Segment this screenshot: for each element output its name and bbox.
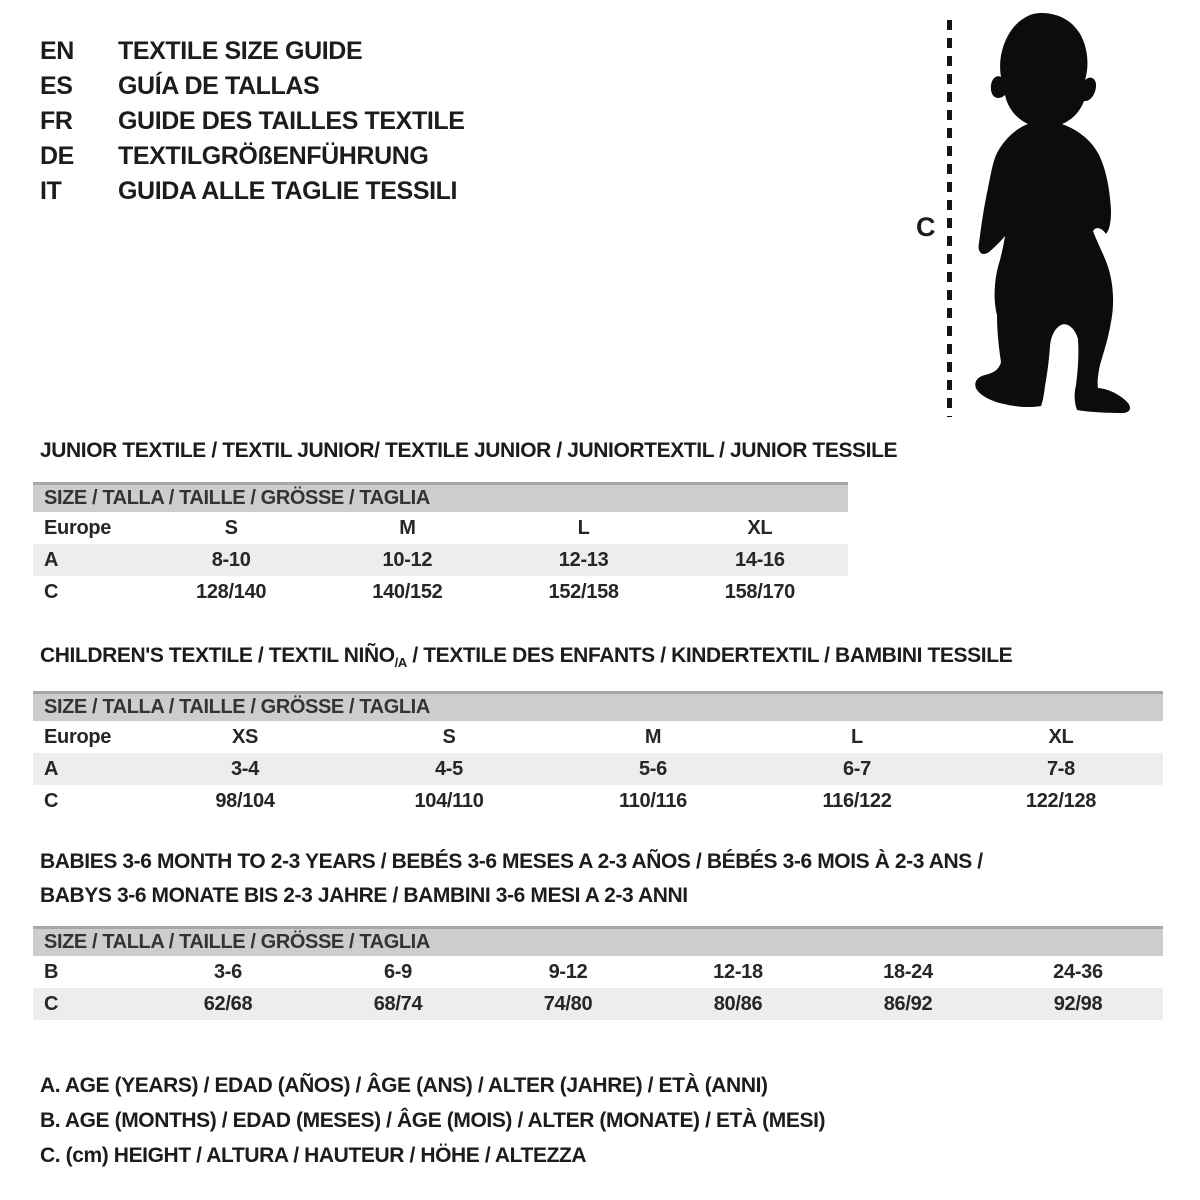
language-row: DE TEXTILGRÖßENFÜHRUNG (40, 139, 465, 174)
language-label: GUIDE DES TAILLES TEXTILE (118, 107, 465, 135)
babies-section-title: BABIES 3-6 MONTH TO 2-3 YEARS / BEBÉS 3-… (40, 845, 1100, 913)
size-table-row: C 128/140 140/152 152/158 158/170 (33, 576, 848, 608)
language-row: ES GUÍA DE TALLAS (40, 69, 465, 104)
section-title-text: CHILDREN'S TEXTILE / TEXTIL NIÑO (40, 644, 395, 667)
size-cell: 12-13 (558, 548, 609, 571)
row-label: A (44, 757, 59, 780)
size-cell: 74/80 (543, 992, 593, 1015)
size-cell: XS (231, 725, 259, 748)
size-cell: M (399, 516, 416, 539)
height-measure-label: C (916, 212, 936, 242)
row-label: Europe (44, 725, 112, 748)
language-label: GUIDA ALLE TAGLIE TESSILI (118, 177, 458, 205)
size-cell: S (224, 516, 238, 539)
size-cell: 18-24 (883, 960, 933, 983)
size-cell: 68/74 (373, 992, 423, 1015)
size-cell: 6-9 (383, 960, 412, 983)
section-title-text: / TEXTILE DES ENFANTS / KINDERTEXTIL / B… (406, 644, 1013, 667)
legend-line-age-months: B. AGE (MONTHS) / EDAD (MESES) / ÂGE (MO… (40, 1109, 826, 1132)
size-cell: 9-12 (548, 960, 588, 983)
section-title-text: BABYS 3-6 MONATE BIS 2-3 JAHRE / BAMBINI… (40, 884, 688, 907)
size-table-header: SIZE / TALLA / TAILLE / GRÖSSE / TAGLIA (33, 691, 1163, 721)
size-table-row: Europe XS S M L XL (33, 721, 1163, 753)
language-code: IT (40, 177, 62, 205)
size-cell: 4-5 (434, 757, 463, 780)
size-cell: XL (747, 516, 773, 539)
size-cell: 98/104 (215, 789, 275, 812)
size-cell: L (577, 516, 590, 539)
height-measure-dashed-line (947, 20, 952, 417)
size-table-row: A 8-10 10-12 12-13 14-16 (33, 544, 848, 576)
children-size-table: SIZE / TALLA / TAILLE / GRÖSSE / TAGLIA E… (33, 691, 1163, 817)
size-cell: 24-36 (1053, 960, 1103, 983)
language-row: EN TEXTILE SIZE GUIDE (40, 34, 465, 69)
legend-line-age-years: A. AGE (YEARS) / EDAD (AÑOS) / ÂGE (ANS)… (40, 1074, 768, 1097)
language-code: ES (40, 72, 73, 100)
junior-section-title: JUNIOR TEXTILE / TEXTIL JUNIOR/ TEXTILE … (40, 434, 940, 468)
toddler-silhouette-icon (975, 13, 1130, 413)
language-label: TEXTILE SIZE GUIDE (118, 37, 363, 65)
size-cell: L (851, 725, 863, 748)
size-cell: 140/152 (372, 580, 443, 603)
language-code: EN (40, 37, 74, 65)
babies-size-table: SIZE / TALLA / TAILLE / GRÖSSE / TAGLIA B… (33, 926, 1163, 1020)
size-cell: 152/158 (548, 580, 620, 603)
language-code: DE (40, 142, 74, 170)
size-cell: 128/140 (196, 580, 267, 603)
language-label: GUÍA DE TALLAS (118, 72, 320, 100)
section-title-line: BABYS 3-6 MONATE BIS 2-3 JAHRE / BAMBINI… (40, 879, 1100, 913)
section-title-text: JUNIOR TEXTILE / TEXTIL JUNIOR/ TEXTILE … (40, 439, 898, 462)
language-list: EN TEXTILE SIZE GUIDE ES GUÍA DE TALLAS FR GU… (40, 34, 465, 209)
language-label: TEXTILGRÖßENFÜHRUNG (118, 142, 429, 170)
size-cell: 14-16 (735, 548, 785, 571)
row-label: B (44, 960, 59, 983)
size-cell: 7-8 (1046, 757, 1075, 780)
size-cell: 86/92 (883, 992, 933, 1015)
size-cell: 110/116 (619, 789, 687, 812)
size-cell: 122/128 (1025, 789, 1097, 812)
size-cell: 116/122 (822, 789, 892, 812)
row-label: Europe (44, 516, 112, 539)
junior-size-table: SIZE / TALLA / TAILLE / GRÖSSE / TAGLIA E… (33, 482, 848, 608)
row-label: C (44, 580, 59, 603)
language-row: IT GUIDA ALLE TAGLIE TESSILI (40, 174, 465, 209)
size-table-row: Europe S M L XL (33, 512, 848, 544)
size-cell: 80/86 (713, 992, 763, 1015)
size-table-row: B 3-6 6-9 9-12 12-18 18-24 24-36 (33, 956, 1163, 988)
language-row: FR GUIDE DES TAILLES TEXTILE (40, 104, 465, 139)
size-cell: XL (1048, 725, 1074, 748)
size-cell: S (442, 725, 456, 748)
row-label: C (44, 992, 59, 1015)
size-table-header: SIZE / TALLA / TAILLE / GRÖSSE / TAGLIA (33, 482, 848, 512)
size-cell: 12-18 (713, 960, 763, 983)
size-cell: M (644, 725, 662, 748)
size-cell: 62/68 (203, 992, 253, 1015)
size-cell: 3-4 (230, 757, 259, 780)
size-table-row: C 62/68 68/74 74/80 80/86 86/92 92/98 (33, 988, 1163, 1020)
size-cell: 5-6 (638, 757, 667, 780)
row-label: A (44, 548, 59, 571)
size-cell: 92/98 (1053, 992, 1103, 1015)
section-title-line: CHILDREN'S TEXTILE / TEXTIL NIÑO/A / TEX… (40, 639, 1040, 680)
section-title-text: BABIES 3-6 MONTH TO 2-3 YEARS / BEBÉS 3-… (40, 850, 983, 873)
section-title-line: JUNIOR TEXTILE / TEXTIL JUNIOR/ TEXTILE … (40, 434, 940, 468)
children-section-title: CHILDREN'S TEXTILE / TEXTIL NIÑO/A / TEX… (40, 639, 1040, 680)
size-table-row: A 3-4 4-5 5-6 6-7 7-8 (33, 753, 1163, 785)
size-cell: 8-10 (211, 548, 251, 571)
legend-line-height: C. (cm) HEIGHT / ALTURA / HAUTEUR / HÖHE… (40, 1144, 587, 1167)
section-title-text: /A (394, 655, 408, 671)
size-cell: 6-7 (842, 757, 871, 780)
row-label: C (44, 789, 59, 812)
language-code: FR (40, 107, 73, 135)
size-cell: 104/110 (414, 789, 484, 812)
size-cell: 10-12 (382, 548, 433, 571)
size-cell: 158/170 (724, 580, 796, 603)
size-cell: 3-6 (213, 960, 242, 983)
measurement-legend: A. AGE (YEARS) / EDAD (AÑOS) / ÂGE (ANS)… (40, 1068, 826, 1173)
size-table-header: SIZE / TALLA / TAILLE / GRÖSSE / TAGLIA (33, 926, 1163, 956)
section-title-line: BABIES 3-6 MONTH TO 2-3 YEARS / BEBÉS 3-… (40, 845, 1100, 879)
size-table-row: C 98/104 104/110 110/116 116/122 122/128 (33, 785, 1163, 817)
